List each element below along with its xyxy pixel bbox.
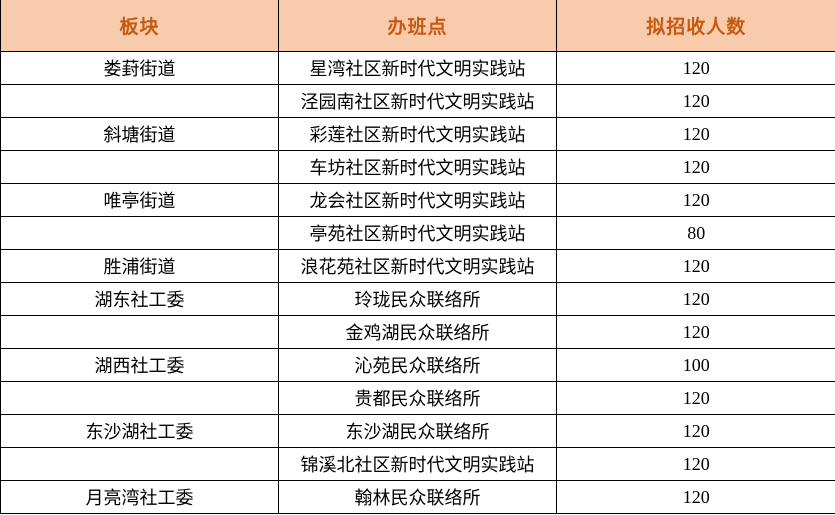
table-row: 唯亭街道 龙会社区新时代文明实践站 120 [0,183,835,217]
cell-site: 车坊社区新时代文明实践站 [278,150,557,184]
table-body: 娄葑街道 星湾社区新时代文明实践站 120 泾园南社区新时代文明实践站 120 斜塘街道彩… [0,51,835,514]
cell-section [0,216,279,250]
cell-quota: 120 [556,414,835,448]
cell-section: 胜浦街道 [0,249,279,283]
cell-section [0,447,279,481]
table-row: 胜浦街道 浪花苑社区新时代文明实践站 120 [0,249,835,283]
table-row: 湖西社工委 沁苑民众联络所 100 [0,348,835,382]
col-header-site: 办班点 [278,0,557,52]
cell-section: 斜塘街道 [0,117,279,151]
cell-section: 湖东社工委 [0,282,279,316]
table-row: 贵都民众联络所 120 [0,381,835,415]
cell-site: 玲珑民众联络所 [278,282,557,316]
cell-site: 浪花苑社区新时代文明实践站 [278,249,557,283]
table-header: 板块 办班点 拟招收人数 [0,0,835,52]
table-row: 金鸡湖民众联络所 120 [0,315,835,349]
cell-quota: 120 [556,84,835,118]
table-row: 湖东社工委 玲珑民众联络所 120 [0,282,835,316]
cell-quota: 120 [556,183,835,217]
cell-site: 东沙湖民众联络所 [278,414,557,448]
cell-quota: 120 [556,381,835,415]
cell-site: 彩莲社区新时代文明实践站 [278,117,557,151]
table-row: 亭苑社区新时代文明实践站 80 [0,216,835,250]
cell-site: 亭苑社区新时代文明实践站 [278,216,557,250]
table-row: 东沙湖社工委 东沙湖民众联络所 120 [0,414,835,448]
cell-quota: 120 [556,282,835,316]
cell-quota: 120 [556,480,835,514]
cell-quota: 120 [556,447,835,481]
cell-section: 月亮湾社工委 [0,480,279,514]
cell-quota: 100 [556,348,835,382]
cell-quota: 120 [556,117,835,151]
table-row: 泾园南社区新时代文明实践站 120 [0,84,835,118]
header-row: 板块 办班点 拟招收人数 [0,0,835,52]
cell-quota: 80 [556,216,835,250]
cell-quota: 120 [556,51,835,85]
cell-site: 锦溪北社区新时代文明实践站 [278,447,557,481]
cell-site: 泾园南社区新时代文明实践站 [278,84,557,118]
table-row: 斜塘街道 彩莲社区新时代文明实践站 120 [0,117,835,151]
table-row: 锦溪北社区新时代文明实践站 120 [0,447,835,481]
cell-section: 娄葑街道 [0,51,279,85]
cell-quota: 120 [556,315,835,349]
cell-site: 龙会社区新时代文明实践站 [278,183,557,217]
cell-section [0,150,279,184]
cell-section: 湖西社工委 [0,348,279,382]
table-row: 车坊社区新时代文明实践站 120 [0,150,835,184]
cell-quota: 120 [556,249,835,283]
table-row: 娄葑街道 星湾社区新时代文明实践站 120 [0,51,835,85]
cell-site: 金鸡湖民众联络所 [278,315,557,349]
cell-site: 贵都民众联络所 [278,381,557,415]
col-header-section: 板块 [0,0,279,52]
cell-site: 沁苑民众联络所 [278,348,557,382]
cell-section: 东沙湖社工委 [0,414,279,448]
col-header-quota: 拟招收人数 [556,0,835,52]
cell-site: 星湾社区新时代文明实践站 [278,51,557,85]
cell-quota: 120 [556,150,835,184]
cell-section [0,84,279,118]
cell-section [0,315,279,349]
table-row: 月亮湾社工委 翰林民众联络所 120 [0,480,835,514]
cell-site: 翰林民众联络所 [278,480,557,514]
cell-section [0,381,279,415]
cell-section: 唯亭街道 [0,183,279,217]
